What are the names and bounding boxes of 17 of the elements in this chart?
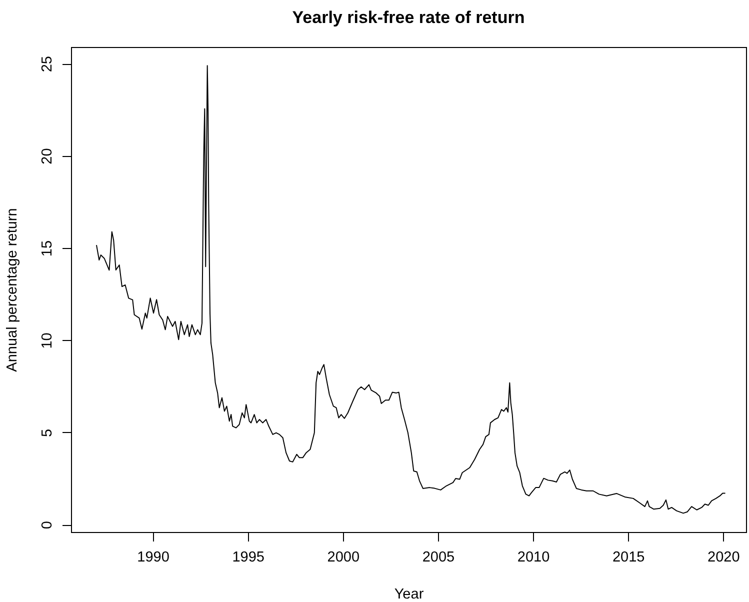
y-tick-label: 20 <box>40 148 56 164</box>
x-tick-label: 2020 <box>708 550 740 566</box>
x-axis-title: Year <box>394 586 424 602</box>
x-tick-label: 2010 <box>517 550 550 566</box>
y-tick-label: 25 <box>40 56 56 72</box>
y-tick-label: 0 <box>40 521 56 530</box>
x-tick-label: 1995 <box>232 550 264 566</box>
chart-title: Yearly risk-free rate of return <box>292 8 525 27</box>
y-tick-label: 10 <box>40 332 56 349</box>
y-tick-label: 15 <box>40 240 56 257</box>
x-tick-label: 2005 <box>422 550 455 566</box>
x-tick-label: 2015 <box>612 550 645 566</box>
y-axis-title: Annual percentage return <box>4 208 20 372</box>
line-series <box>96 65 726 514</box>
y-tick-label: 5 <box>40 428 56 437</box>
x-tick-label: 2000 <box>327 550 360 566</box>
x-tick-label: 1990 <box>137 550 170 566</box>
